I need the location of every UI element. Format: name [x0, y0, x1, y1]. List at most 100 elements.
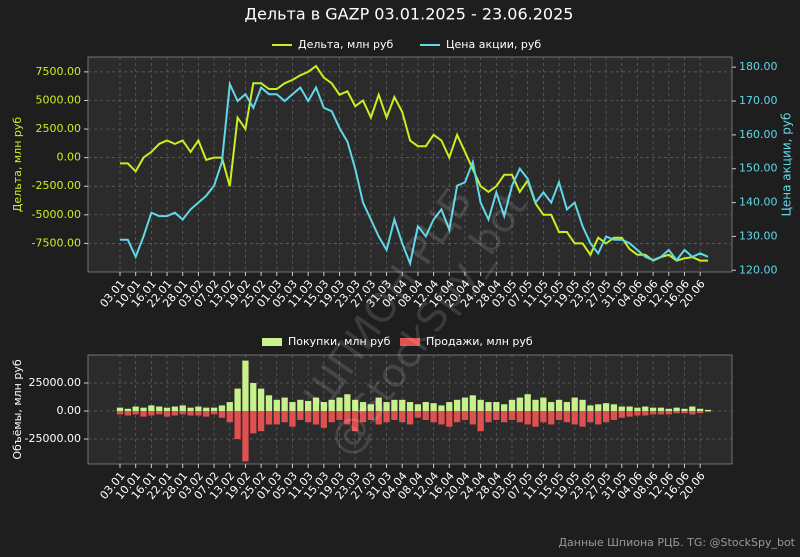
- bar: [132, 406, 139, 412]
- y-tick-label: 0.00: [57, 404, 82, 417]
- bar: [704, 411, 712, 413]
- bar: [563, 402, 571, 412]
- bar: [195, 406, 202, 412]
- bar: [548, 411, 555, 425]
- bar: [689, 411, 696, 415]
- y-axis-label: Дельта, млн руб: [11, 117, 24, 213]
- bar: [391, 411, 398, 420]
- bar: [140, 407, 147, 412]
- bar: [203, 411, 210, 417]
- bar: [320, 411, 327, 428]
- y-tick-label: -7500.00: [32, 236, 81, 249]
- bar: [305, 400, 312, 412]
- bar: [273, 399, 280, 412]
- bar: [344, 394, 351, 412]
- bar: [626, 411, 633, 417]
- bar: [156, 406, 163, 412]
- legend-swatch: [400, 338, 420, 346]
- bar: [352, 411, 359, 432]
- footer: Данные Шпиона РЦБ. TG: @StockSpy_bot: [558, 536, 795, 549]
- bar: [516, 397, 523, 412]
- bar: [234, 411, 241, 440]
- bar: [218, 405, 226, 412]
- bar: [681, 411, 688, 414]
- y-tick-label: -25000.00: [25, 432, 81, 445]
- bar: [305, 411, 312, 423]
- bar: [383, 411, 390, 423]
- bar: [328, 399, 335, 412]
- y2-tick-label: 180.00: [739, 60, 778, 73]
- bar: [124, 411, 131, 416]
- bar: [265, 395, 273, 412]
- bar: [649, 407, 657, 412]
- bar: [242, 360, 249, 412]
- bar: [289, 402, 296, 412]
- bar: [375, 411, 382, 425]
- bar: [171, 411, 179, 416]
- bar: [383, 402, 390, 412]
- bar: [571, 411, 578, 425]
- bar: [226, 402, 233, 412]
- bar: [414, 411, 422, 418]
- legend-label: Дельта, млн руб: [298, 38, 394, 51]
- bar: [312, 397, 320, 412]
- y-tick-label: -2500.00: [32, 179, 81, 192]
- bar: [477, 411, 484, 432]
- bar: [273, 411, 280, 425]
- bar: [595, 404, 602, 412]
- bar: [406, 411, 414, 425]
- y2-tick-label: 140.00: [739, 196, 778, 209]
- bar: [626, 406, 633, 412]
- bar: [328, 411, 335, 423]
- bar: [203, 407, 210, 412]
- bar: [210, 411, 218, 415]
- bar: [250, 383, 257, 412]
- bar: [406, 402, 414, 412]
- bar: [657, 411, 665, 415]
- bar: [579, 399, 586, 412]
- bar: [501, 411, 508, 423]
- legend-swatch: [262, 338, 282, 346]
- bar: [171, 406, 179, 412]
- bar: [697, 411, 704, 414]
- bar: [430, 403, 437, 412]
- bar: [665, 411, 672, 415]
- bar: [352, 399, 359, 412]
- bar: [453, 399, 461, 412]
- bar: [563, 411, 571, 423]
- y-tick-label: 7500.00: [36, 65, 82, 78]
- bar: [571, 397, 578, 412]
- bar: [399, 411, 406, 423]
- y2-axis-label: Цена акции, руб: [780, 113, 794, 217]
- bar: [116, 407, 124, 412]
- bar: [187, 411, 194, 416]
- y2-tick-label: 120.00: [739, 263, 778, 276]
- bar: [642, 411, 649, 416]
- bar: [391, 399, 398, 412]
- bar: [485, 411, 492, 423]
- bar: [430, 411, 437, 423]
- bar: [610, 411, 618, 420]
- series-line: [120, 80, 709, 267]
- bar: [681, 408, 688, 412]
- bar: [618, 406, 625, 412]
- series-line: [120, 64, 708, 262]
- bar: [657, 407, 665, 412]
- bar: [477, 399, 484, 412]
- bar: [493, 402, 500, 412]
- bar: [540, 411, 547, 423]
- y-tick-label: 0.00: [57, 151, 82, 164]
- bar: [555, 399, 563, 412]
- bar: [555, 411, 563, 420]
- bar: [673, 407, 680, 412]
- bar: [422, 402, 429, 412]
- bar: [610, 404, 618, 412]
- bar: [375, 397, 382, 412]
- bar: [540, 397, 547, 412]
- bar: [116, 411, 124, 415]
- bar: [469, 411, 476, 425]
- bar: [438, 405, 445, 412]
- bar: [602, 411, 610, 423]
- bar: [642, 406, 649, 412]
